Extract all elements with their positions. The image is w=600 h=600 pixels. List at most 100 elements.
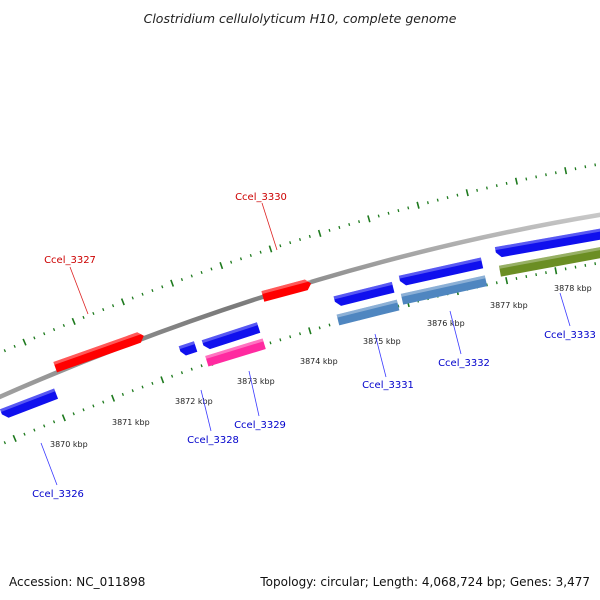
minor-tick: [318, 326, 321, 330]
major-tick: [219, 262, 224, 270]
gene-ccel-3326[interactable]: [0, 388, 59, 419]
scale-labels: 3870 kbp 3871 kbp 3872 kbp 3873 kbp 3874…: [50, 284, 592, 449]
minor-tick: [485, 186, 488, 190]
gene-ccel-3333[interactable]: [494, 228, 600, 258]
minor-tick: [358, 220, 361, 224]
minor-tick: [23, 432, 26, 436]
minor-tick: [289, 335, 292, 339]
minor-tick: [545, 271, 547, 275]
gene-label-ccel-3326[interactable]: Ccel_3326: [32, 489, 84, 500]
minor-tick: [190, 367, 193, 371]
major-tick: [12, 434, 17, 442]
minor-tick: [289, 241, 292, 245]
minor-tick: [515, 277, 518, 281]
minor-tick: [200, 364, 203, 368]
tick-label: 3877 kbp: [490, 301, 528, 310]
minor-tick: [525, 275, 528, 279]
major-tick: [308, 327, 312, 335]
minor-tick: [554, 171, 557, 175]
label-leaders: [40, 202, 571, 486]
minor-tick: [190, 274, 193, 278]
minor-tick: [121, 392, 125, 396]
tick-label: 3873 kbp: [237, 377, 275, 386]
minor-tick: [239, 257, 243, 261]
major-tick: [111, 394, 116, 402]
tick-label: 3870 kbp: [50, 440, 88, 449]
minor-tick: [151, 288, 154, 293]
minor-tick: [82, 315, 85, 319]
gene-label-ccel-3327[interactable]: Ccel_3327: [44, 255, 96, 266]
major-tick: [514, 177, 519, 185]
major-tick: [120, 298, 125, 306]
accession-text: Accession: NC_011898: [9, 575, 146, 589]
tick-label: 3872 kbp: [175, 397, 213, 406]
minor-tick: [426, 201, 429, 205]
minor-tick: [180, 278, 184, 282]
minor-tick: [72, 412, 75, 416]
gene-ccel-3334[interactable]: [498, 245, 600, 277]
minor-tick: [151, 381, 154, 385]
gene-ccel-3327[interactable]: [53, 330, 145, 373]
minor-tick: [210, 267, 213, 271]
reverse-strand-genes: [0, 245, 600, 419]
minor-tick: [259, 250, 262, 254]
minor-tick: [141, 292, 144, 296]
gene-ccel-3330[interactable]: [261, 278, 312, 302]
major-tick: [61, 414, 66, 422]
minor-tick: [387, 211, 390, 215]
minor-tick: [3, 441, 6, 445]
minor-tick: [545, 173, 547, 177]
gene-ccel-3328[interactable]: [178, 341, 198, 356]
major-tick: [465, 189, 469, 197]
gene-ccel-3331[interactable]: [333, 281, 395, 307]
minor-tick: [298, 332, 302, 336]
minor-tick: [338, 225, 341, 229]
minor-tick: [62, 323, 66, 328]
minor-tick: [446, 196, 449, 200]
minor-tick: [180, 371, 184, 375]
minor-tick: [279, 338, 282, 342]
gene-label-ccel-3332[interactable]: Ccel_3332: [438, 358, 490, 369]
minor-tick: [525, 177, 528, 181]
minor-tick: [43, 424, 46, 428]
major-tick: [564, 167, 568, 175]
minor-tick: [584, 165, 587, 169]
minor-tick: [298, 237, 302, 242]
gene-label-ccel-3331[interactable]: Ccel_3331: [362, 380, 414, 391]
minor-tick: [574, 167, 577, 171]
gene-ccel-3328b[interactable]: [201, 322, 261, 350]
minor-tick: [535, 175, 538, 179]
minor-tick: [131, 296, 134, 300]
major-tick: [416, 201, 420, 209]
gene-ccel-3331b[interactable]: [336, 299, 400, 326]
major-tick: [160, 376, 165, 384]
forward-strand-genes: [53, 228, 600, 373]
tick-label: 3876 kbp: [427, 319, 465, 328]
gene-ccel-3332b[interactable]: [400, 275, 488, 305]
minor-tick: [535, 273, 538, 277]
gene-ccel-3329[interactable]: [205, 338, 266, 367]
minor-tick: [456, 193, 459, 197]
major-tick: [170, 279, 175, 287]
minor-tick: [82, 408, 85, 412]
major-tick: [505, 277, 509, 285]
upper-tick-track: [3, 163, 597, 353]
minor-tick: [564, 267, 567, 271]
gene-label-ccel-3328[interactable]: Ccel_3328: [187, 435, 239, 446]
major-tick: [317, 229, 322, 237]
minor-tick: [348, 222, 351, 227]
minor-tick: [594, 163, 597, 167]
gene-ccel-3332[interactable]: [398, 257, 484, 287]
minor-tick: [328, 323, 331, 327]
gene-label-ccel-3333[interactable]: Ccel_3333: [544, 330, 596, 341]
tick-label: 3874 kbp: [300, 357, 338, 366]
gene-label-ccel-3330[interactable]: Ccel_3330: [235, 192, 287, 203]
minor-tick: [33, 428, 36, 432]
gene-label-ccel-3329[interactable]: Ccel_3329: [234, 420, 286, 431]
map-title: Clostridium cellulolyticum H10, complete…: [144, 11, 457, 26]
minor-tick: [171, 374, 174, 378]
minor-tick: [328, 228, 331, 232]
minor-tick: [111, 304, 115, 308]
minor-tick: [377, 214, 380, 218]
